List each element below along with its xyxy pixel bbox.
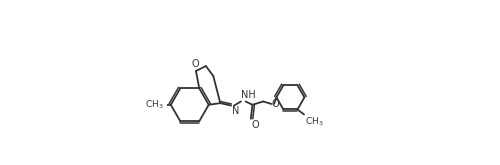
Text: O: O bbox=[252, 120, 259, 131]
Text: NH: NH bbox=[242, 90, 256, 100]
Text: CH$_3$: CH$_3$ bbox=[145, 99, 164, 111]
Text: O: O bbox=[272, 99, 280, 109]
Text: N: N bbox=[232, 106, 239, 116]
Text: CH$_3$: CH$_3$ bbox=[304, 115, 323, 128]
Text: O: O bbox=[192, 59, 199, 68]
